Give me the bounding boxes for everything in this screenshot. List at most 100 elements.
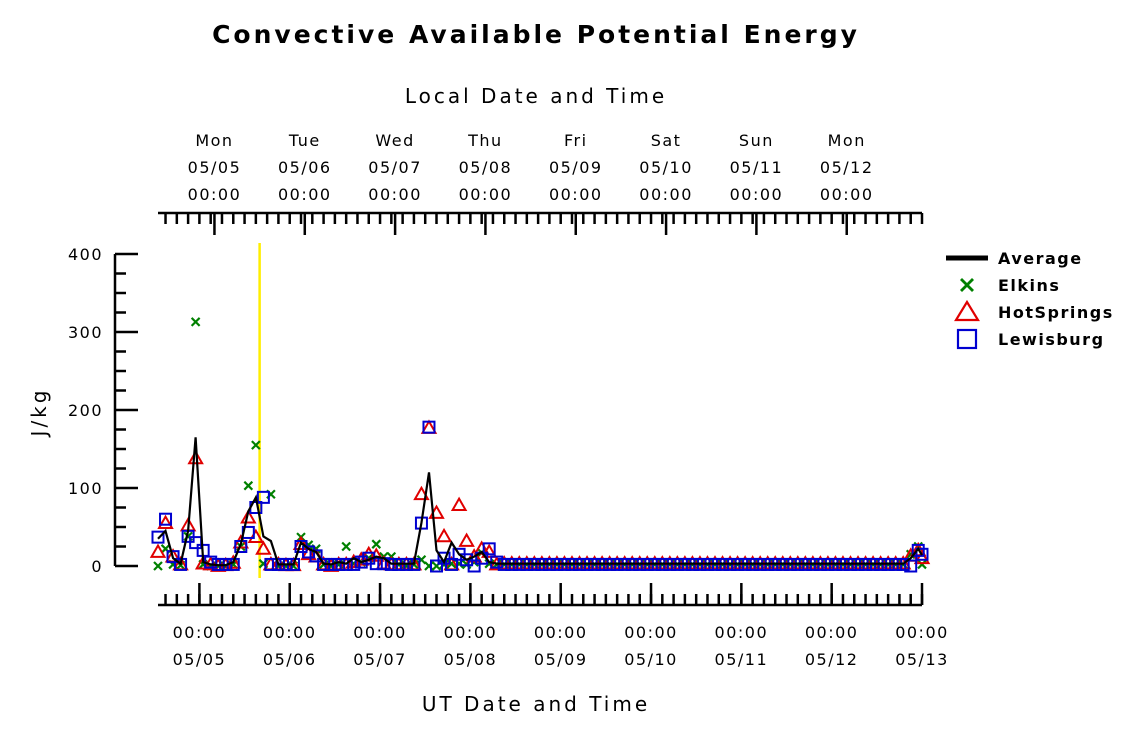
top-tick-time: 00:00 — [278, 185, 332, 204]
series-elkins — [153, 317, 927, 571]
top-tick-date: 05/10 — [639, 158, 693, 177]
lewisburg-point — [256, 490, 270, 504]
legend-label: Elkins — [998, 276, 1060, 295]
y-axis-label: J/kg — [27, 388, 51, 439]
top-tick-time: 00:00 — [549, 185, 603, 204]
bottom-tick-date: 05/11 — [715, 650, 769, 669]
legend-item-elkins: Elkins — [960, 276, 1060, 295]
bottom-tick-time: 00:00 — [173, 623, 227, 642]
top-tick-day: Tue — [288, 131, 321, 150]
bottom-tick-time: 00:00 — [444, 623, 498, 642]
legend-swatch — [954, 299, 980, 322]
y-tick-label: 300 — [68, 323, 103, 342]
hotsprings-point — [292, 535, 310, 551]
top-tick-date: 05/12 — [820, 158, 874, 177]
hotsprings-point — [247, 528, 265, 544]
top-tick-date: 05/05 — [188, 158, 242, 177]
hotsprings-point — [255, 540, 272, 555]
elkins-point — [251, 440, 261, 450]
lewisburg-point — [467, 559, 481, 573]
lewisburg-point — [159, 512, 173, 526]
lewisburg-point — [482, 542, 496, 556]
legend-item-lewisburg: Lewisburg — [956, 328, 1103, 350]
bottom-tick-date: 05/09 — [534, 650, 588, 669]
elkins-point — [190, 317, 201, 327]
top-tick-day: Mon — [828, 131, 866, 150]
top-tick-time: 00:00 — [368, 185, 422, 204]
hotsprings-point — [368, 547, 385, 562]
bottom-tick-time: 00:00 — [353, 623, 407, 642]
lewisburg-point — [264, 557, 278, 571]
y-tick-label: 100 — [68, 479, 103, 498]
top-tick-time: 00:00 — [188, 185, 242, 204]
top-tick-date: 05/08 — [459, 158, 513, 177]
lewisburg-point — [915, 547, 929, 561]
legend-item-hotsprings: HotSprings — [954, 299, 1114, 322]
lewisburg-point — [339, 557, 353, 571]
top-tick-time: 00:00 — [730, 185, 784, 204]
top-tick-day: Sun — [739, 131, 774, 150]
lewisburg-point — [430, 559, 444, 573]
top-tick-day: Wed — [375, 131, 414, 150]
top-tick-day: Sat — [651, 131, 682, 150]
top-tick-day: Thu — [467, 131, 503, 150]
top-tick-day: Mon — [195, 131, 233, 150]
bottom-tick-time: 00:00 — [715, 623, 769, 642]
series-layer — [149, 317, 931, 573]
y-tick-label: 400 — [68, 245, 103, 264]
lewisburg-point — [166, 550, 180, 564]
hotsprings-point — [157, 514, 174, 529]
x-axis-label: UT Date and Time — [422, 692, 650, 716]
series-lewisburg — [151, 420, 929, 573]
hotsprings-point — [300, 545, 317, 561]
hotsprings-point — [413, 485, 430, 501]
hotsprings-point — [435, 527, 453, 543]
bottom-tick-date: 05/05 — [173, 650, 227, 669]
hotsprings-point — [458, 532, 475, 547]
lewisburg-point — [369, 557, 383, 571]
top-tick-date: 05/11 — [730, 158, 784, 177]
lewisburg-point — [445, 557, 459, 571]
legend-label: Average — [998, 249, 1083, 268]
top-tick-date: 05/06 — [278, 158, 332, 177]
bottom-tick-date: 05/08 — [444, 650, 498, 669]
bottom-tick-date: 05/06 — [263, 650, 317, 669]
elkins-point — [917, 559, 927, 570]
y-tick-label: 0 — [91, 557, 103, 576]
bottom-tick-date: 05/12 — [805, 650, 859, 669]
bottom-tick-time: 00:00 — [263, 623, 317, 642]
bottom-tick-date: 05/10 — [624, 650, 678, 669]
legend-item-average: Average — [946, 249, 1083, 268]
elkins-point — [371, 539, 382, 549]
bottom-tick-time: 00:00 — [624, 623, 678, 642]
hotsprings-point — [480, 543, 498, 558]
top-tick-time: 00:00 — [459, 185, 513, 204]
chart-title: Convective Available Potential Energy — [212, 20, 860, 49]
bottom-tick-time: 00:00 — [805, 623, 859, 642]
hotsprings-point — [225, 554, 242, 569]
lewisburg-point — [422, 420, 436, 434]
top-axis-label: Local Date and Time — [405, 84, 667, 108]
elkins-point — [341, 541, 351, 552]
legend-swatch — [956, 328, 978, 350]
lewisburg-point — [309, 549, 323, 563]
hotsprings-point — [913, 549, 931, 565]
elkins-point — [153, 561, 163, 571]
series-average-line — [157, 437, 923, 567]
hotsprings-point — [240, 509, 257, 524]
top-tick-day: Fri — [564, 131, 588, 150]
top-tick-time: 00:00 — [820, 185, 874, 204]
bottom-tick-date: 05/07 — [353, 650, 407, 669]
legend-label: HotSprings — [998, 303, 1114, 322]
lewisburg-point — [911, 543, 925, 557]
hotsprings-point — [149, 543, 167, 558]
top-tick-time: 00:00 — [639, 185, 693, 204]
lewisburg-point — [354, 555, 368, 569]
legend: Average Elkins HotSprings Lewisburg — [946, 249, 1114, 350]
bottom-tick-time: 00:00 — [895, 623, 949, 642]
bottom-tick-date: 05/13 — [895, 650, 949, 669]
lewisburg-point — [151, 530, 165, 544]
hotsprings-point — [187, 449, 204, 465]
top-tick-date: 05/09 — [549, 158, 603, 177]
